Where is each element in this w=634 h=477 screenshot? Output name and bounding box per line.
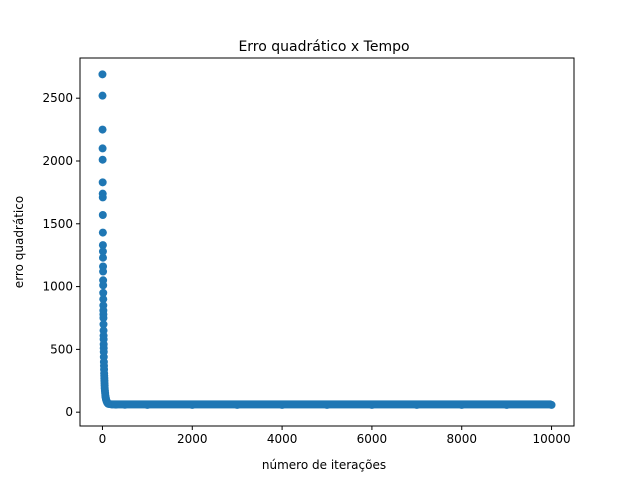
data-point [99,281,108,290]
data-point [99,295,108,304]
y-tick-label: 2500 [42,91,73,105]
data-point [98,178,107,187]
data-point [98,91,107,100]
data-point [98,247,107,256]
data-point [98,193,107,202]
x-tick-label: 4000 [267,432,298,446]
data-point [98,228,107,237]
x-axis-label: número de iterações [262,458,386,472]
x-tick-label: 6000 [357,432,388,446]
y-tick-label: 1500 [42,217,73,231]
x-axis-ticks: 0 2000 4000 6000 8000 10000 [99,426,571,446]
data-point [98,144,107,153]
data-point [99,320,108,329]
data-point [99,313,108,322]
data-point [98,241,107,250]
data-point [99,267,108,276]
y-axis-ticks: 0 500 1000 1500 2000 2500 [42,91,80,419]
data-point [98,125,107,134]
data-point [99,288,108,297]
x-tick-label: 2000 [177,432,208,446]
data-point [98,70,107,79]
y-tick-label: 1000 [42,280,73,294]
data-point [98,211,107,219]
y-tick-label: 2000 [42,154,73,168]
data-point [98,155,107,164]
y-tick-label: 500 [50,342,73,356]
chart-title: Erro quadrático x Tempo [238,39,409,55]
plot-area-frame [79,57,575,427]
data-point [98,253,107,262]
data-point-band [111,400,552,409]
x-tick-label: 10000 [532,432,570,446]
x-tick-label: 0 [99,432,107,446]
y-axis-label: erro quadrático [12,196,26,288]
x-tick-label: 8000 [446,432,477,446]
data-points [98,70,556,409]
y-tick-label: 0 [65,405,73,419]
